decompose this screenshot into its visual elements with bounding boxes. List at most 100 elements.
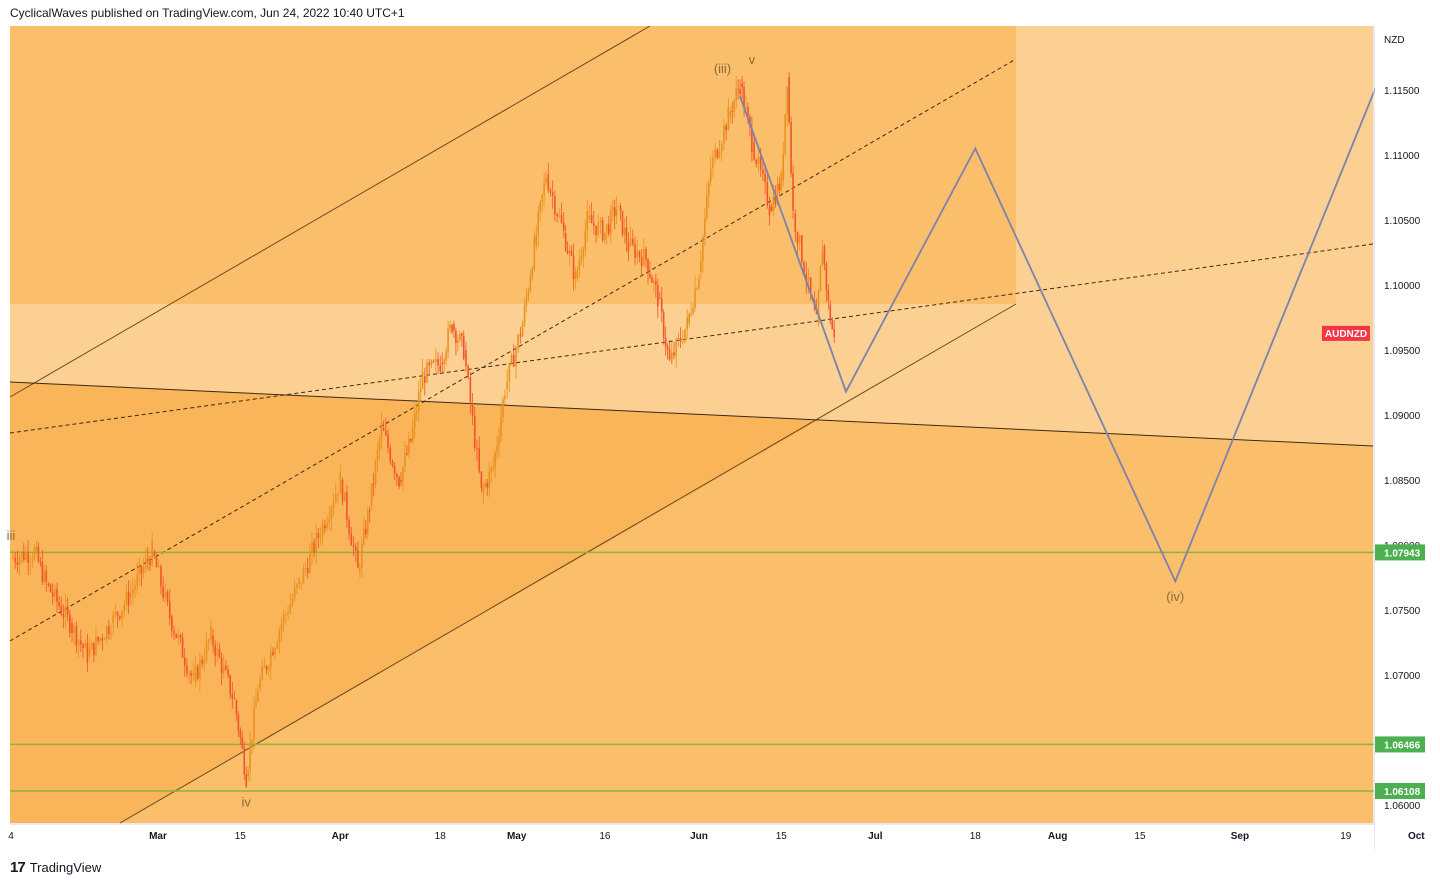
candle-body [136,574,138,587]
candle-body [227,669,229,676]
candle-body [621,210,624,235]
candle-body [276,642,279,649]
price-tick-label: 1.08500 [1384,476,1421,487]
candle-body [821,251,824,267]
time-axis[interactable]: 4 Mar 15 Apr 18 May 16 Jun 15 Jul 18 Aug 15 Sep 19 Oct [8,831,1425,842]
candle-body [704,218,706,238]
candle-body [304,568,307,570]
candle-body [473,416,476,448]
candle-body [14,557,17,563]
candle-body [662,312,665,338]
candle-body [549,190,552,193]
candle-body [741,83,743,88]
candle-body [101,638,104,641]
candle-body [203,660,206,664]
candle-body [515,348,517,367]
candle-body [269,651,272,668]
candle-body [498,436,500,446]
candle-body [439,365,442,372]
candle-body [529,277,532,291]
candle-body [570,250,573,256]
candle-body [545,177,547,183]
candle-body [372,483,375,485]
candle-body [293,587,296,599]
time-tick-label: 19 [1340,831,1352,842]
candle-body [506,381,508,389]
candle-body [437,359,439,366]
candle-body [188,672,190,674]
candle-body [298,578,300,585]
candle-body [90,642,93,650]
candle-body [675,339,677,356]
candle-body [805,273,808,282]
candle-body [677,338,680,340]
candle-body [173,631,175,634]
candle-body [99,638,102,641]
dashed-trend-shallow [9,243,1374,434]
candle-body [54,588,56,597]
candle-body [533,236,536,269]
candle-body [784,113,786,154]
candle-body [780,172,783,191]
candle-body [696,288,698,290]
candle-body [735,88,737,101]
candle-body [157,566,160,568]
candle-body [504,395,506,400]
candle-body [613,207,616,217]
candle-body [282,614,285,623]
candle-body [140,566,143,574]
candle-body [404,453,406,467]
candle-body [519,334,522,337]
candle-body [237,714,240,731]
candle-body [417,392,420,412]
tradingview-footer: 17 TradingView [10,859,101,876]
candle-body [426,362,428,383]
candle-body [162,586,164,598]
candle-body [653,281,655,283]
time-tick-label: Jul [868,831,883,842]
candle-body [315,533,318,553]
candle-body [798,235,801,244]
candle-body [108,626,110,635]
candle-body [207,639,210,642]
candle-body [280,623,283,631]
box-zone [10,26,1016,304]
candle-body [467,366,469,378]
candle-body [590,215,593,224]
candle-body [75,626,78,646]
candle-body [558,215,561,217]
candle-body [694,288,696,308]
candle-body [155,555,158,568]
candle-body [428,362,431,366]
candle-body [582,249,585,257]
candle-body [794,213,797,233]
candle-body [660,298,663,313]
channel-upper-line [9,25,651,398]
candle-body [673,352,675,356]
candle-body [469,377,472,404]
time-tick-label: 15 [1134,831,1146,842]
candle-body [354,546,357,551]
price-chart[interactable]: (iii) v iii iv (iv) NZD 1.11500 1.11000 1.1050… [0,0,1440,852]
candle-body [332,502,335,508]
candle-body [819,266,822,292]
candle-body [770,207,773,211]
candle-body [168,601,171,619]
candle-body [609,210,612,234]
candle-body [551,192,554,197]
candle-body [149,560,151,565]
candle-body [714,149,716,158]
candle-body [725,125,727,131]
candle-body [97,636,99,641]
candle-body [84,643,87,649]
candle-body [684,329,686,342]
support-level-value: 1.06466 [1384,740,1421,751]
candle-body [41,562,44,582]
candle-body [330,507,333,519]
time-tick-label: Sep [1231,831,1249,842]
candle-body [374,461,377,484]
chart-container[interactable]: (iii) v iii iv (iv) NZD 1.11500 1.11000 1.1050… [0,0,1440,852]
candle-body [601,220,604,241]
candle-body [361,543,363,568]
candle-body [759,156,762,170]
